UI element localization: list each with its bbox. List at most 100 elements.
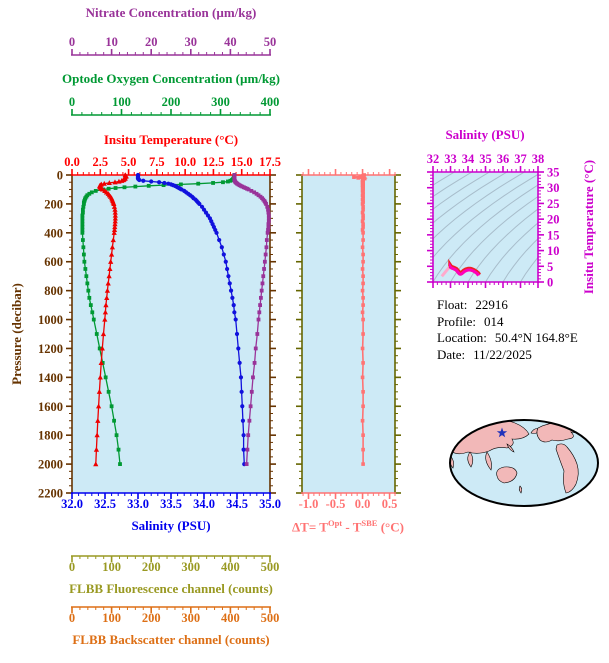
pressure-axis-title: Pressure (decibar) bbox=[9, 283, 24, 385]
svg-text:200: 200 bbox=[44, 197, 63, 211]
svg-text:0.0: 0.0 bbox=[64, 155, 80, 169]
svg-text:15: 15 bbox=[547, 228, 560, 242]
float-label: Float: bbox=[437, 297, 468, 312]
svg-text:400: 400 bbox=[261, 95, 280, 109]
svg-text:34: 34 bbox=[462, 152, 475, 166]
svg-text:1800: 1800 bbox=[38, 429, 63, 443]
svg-text:35: 35 bbox=[479, 152, 492, 166]
svg-text:34.5: 34.5 bbox=[226, 497, 248, 511]
svg-text:800: 800 bbox=[44, 284, 63, 298]
svg-text:1600: 1600 bbox=[38, 400, 63, 414]
svg-text:33.0: 33.0 bbox=[127, 497, 149, 511]
svg-text:38: 38 bbox=[532, 152, 545, 166]
svg-text:100: 100 bbox=[112, 95, 131, 109]
svg-text:500: 500 bbox=[261, 560, 280, 574]
delta-t-title-prefix: ΔT= T bbox=[292, 519, 328, 535]
nitrate-axis-title: Nitrate Concentration (µm/kg) bbox=[85, 5, 257, 20]
svg-text:35: 35 bbox=[547, 166, 560, 180]
svg-text:300: 300 bbox=[211, 95, 230, 109]
svg-text:32.5: 32.5 bbox=[94, 497, 116, 511]
svg-text:40: 40 bbox=[224, 35, 237, 49]
svg-text:32: 32 bbox=[427, 152, 440, 166]
location-value: 50.4°N 164.8°E bbox=[494, 330, 578, 345]
backscatter-axis-title: FLBB Backscatter channel (counts) bbox=[72, 632, 270, 647]
svg-text:35.0: 35.0 bbox=[259, 497, 281, 511]
svg-text:2.5: 2.5 bbox=[92, 155, 108, 169]
svg-text:400: 400 bbox=[44, 226, 63, 240]
delta-t-panel: -1.0 -0.5 0.0 0.5 bbox=[296, 169, 401, 511]
svg-text:1000: 1000 bbox=[38, 313, 63, 327]
svg-text:200: 200 bbox=[162, 95, 181, 109]
temperature-axis-title: Insitu Temperature (°C) bbox=[103, 132, 239, 147]
svg-text:0: 0 bbox=[547, 276, 553, 290]
svg-text:0: 0 bbox=[69, 95, 75, 109]
float-info-block: Float: 22916 Profile: 014 Location: 50.4°N … bbox=[437, 297, 578, 363]
svg-text:100: 100 bbox=[102, 611, 121, 625]
svg-text:15.0: 15.0 bbox=[231, 155, 253, 169]
svg-text:50: 50 bbox=[264, 35, 277, 49]
float-info-line: Location: 50.4°N 164.8°E bbox=[437, 330, 578, 347]
float-value: 22916 bbox=[475, 297, 508, 312]
svg-text:32.0: 32.0 bbox=[61, 497, 83, 511]
svg-text:600: 600 bbox=[44, 255, 63, 269]
svg-text:100: 100 bbox=[102, 560, 121, 574]
oxygen-axis-title: Optode Oxygen Concentration (µm/kg) bbox=[61, 71, 280, 86]
svg-text:10: 10 bbox=[105, 35, 118, 49]
svg-text:20: 20 bbox=[547, 213, 560, 227]
ts-density-contours bbox=[433, 172, 538, 282]
svg-text:0: 0 bbox=[57, 169, 63, 183]
svg-text:5: 5 bbox=[547, 260, 553, 274]
svg-text:37: 37 bbox=[514, 152, 527, 166]
svg-text:0.5: 0.5 bbox=[382, 497, 398, 511]
svg-text:0: 0 bbox=[69, 35, 75, 49]
svg-text:200: 200 bbox=[142, 611, 161, 625]
delta-t-title-sup2: SBE bbox=[361, 518, 378, 528]
svg-text:30: 30 bbox=[547, 181, 560, 195]
svg-text:10.0: 10.0 bbox=[174, 155, 196, 169]
svg-text:1200: 1200 bbox=[38, 342, 63, 356]
date-value: 11/22/2025 bbox=[473, 346, 532, 362]
delta-t-title-suffix: (°C) bbox=[377, 519, 404, 535]
svg-text:20: 20 bbox=[145, 35, 158, 49]
svg-text:-1.0: -1.0 bbox=[299, 497, 319, 511]
profile-label: Profile: bbox=[437, 313, 476, 329]
float-location-star-icon bbox=[496, 427, 508, 438]
float-info-line: Date: 11/22/2025 bbox=[437, 347, 578, 364]
svg-text:400: 400 bbox=[221, 611, 240, 625]
float-info-line: Float: 22916 bbox=[437, 297, 578, 314]
svg-text:400: 400 bbox=[221, 560, 240, 574]
svg-text:300: 300 bbox=[181, 560, 200, 574]
svg-text:300: 300 bbox=[181, 611, 200, 625]
svg-text:0.0: 0.0 bbox=[355, 497, 371, 511]
svg-text:33.5: 33.5 bbox=[160, 497, 182, 511]
salinity-axis-title: Salinity (PSU) bbox=[131, 518, 211, 533]
svg-text:-0.5: -0.5 bbox=[326, 497, 346, 511]
ts-title: Salinity (PSU) bbox=[445, 127, 525, 142]
svg-text:10: 10 bbox=[547, 244, 560, 258]
svg-text:25: 25 bbox=[547, 197, 560, 211]
date-label: Date: bbox=[437, 346, 466, 362]
svg-text:17.5: 17.5 bbox=[259, 155, 281, 169]
svg-text:36: 36 bbox=[497, 152, 510, 166]
svg-text:5.0: 5.0 bbox=[121, 155, 137, 169]
delta-t-title-sup1: Opt bbox=[327, 518, 343, 528]
svg-text:0: 0 bbox=[69, 560, 75, 574]
svg-text:200: 200 bbox=[142, 560, 161, 574]
svg-text:7.5: 7.5 bbox=[149, 155, 165, 169]
world-map bbox=[449, 419, 599, 507]
delta-t-axis-title: ΔT= TOpt - TSBE (°C) bbox=[238, 518, 458, 535]
svg-text:33: 33 bbox=[444, 152, 457, 166]
ts-profile-curve bbox=[440, 258, 481, 278]
svg-text:12.5: 12.5 bbox=[202, 155, 224, 169]
profile-curves bbox=[80, 172, 271, 467]
svg-text:0: 0 bbox=[69, 611, 75, 625]
svg-text:30: 30 bbox=[185, 35, 198, 49]
svg-text:2200: 2200 bbox=[38, 487, 63, 501]
svg-text:1400: 1400 bbox=[38, 371, 63, 385]
ts-temperature-label: Insitu Temperature (°C) bbox=[581, 159, 596, 295]
profile-value: 014 bbox=[484, 313, 504, 329]
